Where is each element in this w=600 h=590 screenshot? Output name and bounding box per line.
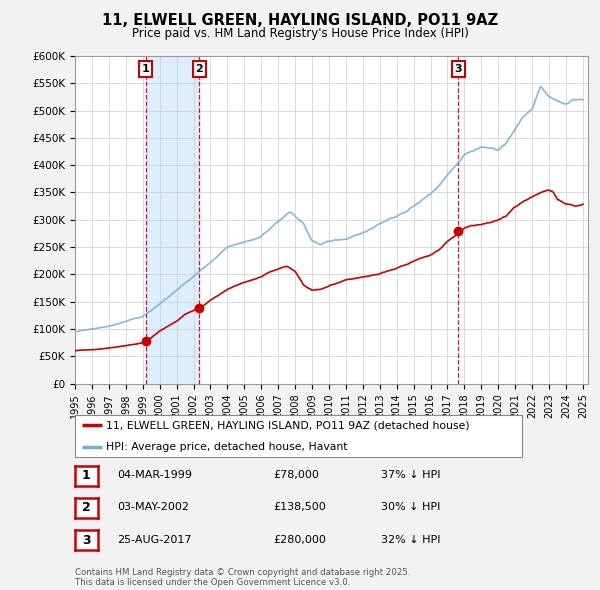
Text: Contains HM Land Registry data © Crown copyright and database right 2025.
This d: Contains HM Land Registry data © Crown c… [75, 568, 410, 587]
Text: 2: 2 [196, 64, 203, 74]
Text: 03-MAY-2002: 03-MAY-2002 [117, 503, 189, 512]
Text: £138,500: £138,500 [273, 503, 326, 512]
Text: 1: 1 [82, 469, 91, 482]
Text: 30% ↓ HPI: 30% ↓ HPI [381, 503, 440, 512]
Text: £78,000: £78,000 [273, 470, 319, 480]
Text: 2: 2 [82, 502, 91, 514]
Text: 11, ELWELL GREEN, HAYLING ISLAND, PO11 9AZ: 11, ELWELL GREEN, HAYLING ISLAND, PO11 9… [102, 13, 498, 28]
Text: HPI: Average price, detached house, Havant: HPI: Average price, detached house, Hava… [106, 442, 348, 451]
Text: £280,000: £280,000 [273, 535, 326, 545]
Text: 25-AUG-2017: 25-AUG-2017 [117, 535, 191, 545]
Text: 1: 1 [142, 64, 149, 74]
Bar [146, 56, 199, 384]
Text: 04-MAR-1999: 04-MAR-1999 [117, 470, 192, 480]
Text: Price paid vs. HM Land Registry's House Price Index (HPI): Price paid vs. HM Land Registry's House … [131, 27, 469, 40]
Text: 11, ELWELL GREEN, HAYLING ISLAND, PO11 9AZ (detached house): 11, ELWELL GREEN, HAYLING ISLAND, PO11 9… [106, 421, 470, 430]
Text: 37% ↓ HPI: 37% ↓ HPI [381, 470, 440, 480]
Text: 32% ↓ HPI: 32% ↓ HPI [381, 535, 440, 545]
Text: 3: 3 [455, 64, 462, 74]
Text: 3: 3 [82, 534, 91, 547]
